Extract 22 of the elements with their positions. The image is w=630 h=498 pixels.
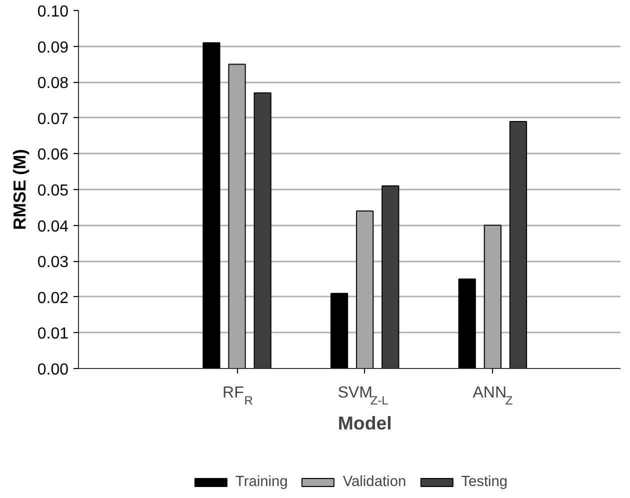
bar xyxy=(382,185,400,368)
x-axis-title: Model xyxy=(338,412,392,434)
legend-label: Validation xyxy=(342,474,406,490)
y-tick-label: 0.02 xyxy=(37,290,69,307)
y-axis-title: RMSE (M) xyxy=(9,149,30,230)
legend-label: Training xyxy=(235,474,288,490)
y-tick-label: 0.08 xyxy=(37,75,69,92)
bar xyxy=(202,42,220,368)
legend-label: Testing xyxy=(461,474,508,490)
y-tick-label: 0.10 xyxy=(37,4,69,20)
bar xyxy=(509,120,528,368)
bar xyxy=(254,92,272,368)
y-tick-label: 0.03 xyxy=(37,254,69,272)
y-tick-label: 0.09 xyxy=(37,39,69,56)
y-tick-label: 0.00 xyxy=(37,362,69,378)
bar xyxy=(458,278,476,368)
y-tick-label: 0.05 xyxy=(37,182,69,200)
y-tick-label: 0.07 xyxy=(37,110,69,128)
y-tick-label: 0.01 xyxy=(37,326,69,343)
y-tick-label: 0.04 xyxy=(37,218,69,236)
y-tick-label: 0.06 xyxy=(37,146,69,164)
bar xyxy=(330,292,348,368)
